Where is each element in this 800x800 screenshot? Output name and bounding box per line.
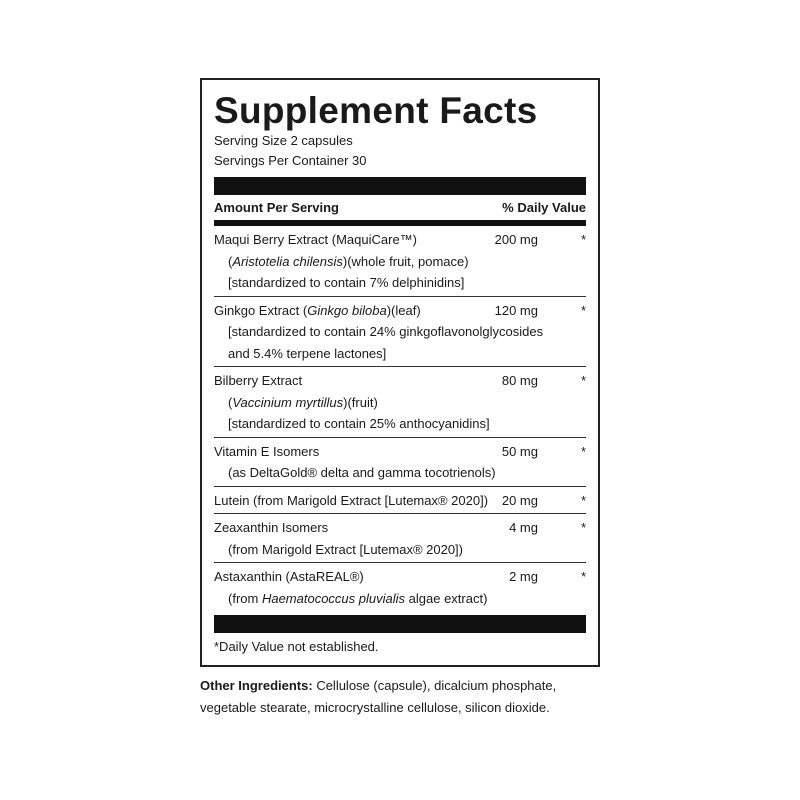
- ingredient-detail: (Aristotelia chilensis)(whole fruit, pom…: [214, 251, 586, 273]
- text-segment: )(leaf): [386, 302, 421, 318]
- text-segment: Ginkgo Extract (: [214, 302, 308, 318]
- ingredient-row: Zeaxanthin Isomers 4 mg * (from Marigold Ex…: [214, 514, 586, 563]
- other-ingredients-label: Other Ingredients:: [200, 678, 313, 693]
- header: Amount Per Serving % Daily Value: [214, 195, 586, 220]
- amount: 4 mg: [509, 520, 538, 535]
- amount: 200 mg: [494, 232, 538, 247]
- other-ingredients-line: vegetable stearate, microcrystalline cel…: [200, 700, 550, 715]
- text-segment: Lutein (from Marigold Extract [Lutemax® …: [214, 492, 489, 508]
- text-segment: algae extract): [405, 590, 488, 606]
- medium-bar: [214, 220, 586, 226]
- text-segment: (as DeltaGold® delta and gamma tocotrien…: [228, 465, 496, 480]
- ingredient-row: Astaxanthin (AstaREAL®) 2 mg * (from Haemat…: [214, 563, 586, 611]
- text-segment: and 5.4% terpene lactones]: [228, 345, 387, 361]
- ingredient-detail: (as DeltaGold® delta and gamma tocotrien…: [214, 462, 586, 484]
- daily-value: *: [580, 443, 586, 459]
- serving-size: Serving Size 2 capsules: [214, 133, 353, 148]
- text-segment: Zeaxanthin Isomers: [214, 520, 329, 535]
- daily-value-header: % Daily Value: [502, 200, 586, 215]
- ingredient-name: Astaxanthin (AstaREAL®): [214, 566, 586, 588]
- ingredient-name: Lutein (from Marigold Extract [Lutemax® …: [214, 490, 586, 512]
- other-ingredients-text: Cellulose (capsule), dicalcium phosphate…: [316, 678, 557, 693]
- italic-segment: Haematococcus pluvialis: [261, 590, 406, 606]
- daily-value: *: [580, 232, 586, 247]
- text-segment: [standardized to contain 25% anthocyanid…: [228, 416, 490, 431]
- daily-value: *: [580, 492, 586, 508]
- ingredient-name: Bilberry Extract: [214, 370, 586, 392]
- ingredient-row: Ginkgo Extract (Ginkgo biloba)(leaf) 120 …: [214, 297, 586, 367]
- ingredient-detail: (from Haematococcus pluvialis algae extr…: [214, 588, 586, 610]
- ingredient-detail: (from Marigold Extract [Lutemax® 2020]): [214, 539, 586, 561]
- ingredient-name: Vitamin E Isomers: [214, 441, 586, 463]
- ingredient-detail: [standardized to contain 25% anthocyanid…: [214, 413, 586, 435]
- title: Supplement Facts: [214, 90, 538, 131]
- text-segment: Vitamin E Isomers: [214, 443, 320, 459]
- text-segment: [standardized to contain 24% ginkgoflavo…: [228, 324, 544, 339]
- text-segment: Maqui Berry Extract (MaquiCare™): [214, 232, 417, 247]
- amount: 50 mg: [501, 443, 538, 459]
- daily-value: *: [580, 569, 586, 584]
- amount: 80 mg: [501, 373, 538, 388]
- ingredient-name: Zeaxanthin Isomers: [214, 517, 586, 539]
- ingredient-name: Maqui Berry Extract (MaquiCare™): [214, 229, 586, 251]
- ingredient-row: Lutein (from Marigold Extract [Lutemax® …: [214, 487, 586, 514]
- facts-panel: Supplement Facts Serving Size 2 capsules…: [200, 78, 600, 667]
- footnote: *Daily Value not established.: [214, 639, 379, 654]
- italic-segment: Aristotelia chilensis: [232, 253, 343, 269]
- italic-segment: Vaccinium myrtillus: [232, 394, 344, 410]
- italic-segment: Ginkgo biloba: [307, 302, 387, 318]
- text-segment: (from Marigold Extract [Lutemax® 2020]): [228, 541, 463, 557]
- amount: 2 mg: [509, 569, 538, 584]
- amount-header: Amount Per Serving: [214, 200, 339, 215]
- thick-bar: [214, 615, 586, 633]
- ingredient-row: Maqui Berry Extract (MaquiCare™) 200 mg * (…: [214, 226, 586, 297]
- daily-value: *: [580, 302, 586, 318]
- thick-bar: [214, 177, 586, 195]
- amount: 120 mg: [494, 302, 538, 318]
- daily-value: *: [580, 373, 586, 388]
- text-segment: (: [228, 394, 233, 410]
- daily-value: *: [580, 520, 586, 535]
- text-segment: (from: [228, 590, 262, 606]
- other-ingredients: Other Ingredients: Cellulose (capsule), …: [200, 675, 556, 719]
- rows: Maqui Berry Extract (MaquiCare™) 200 mg * (…: [214, 226, 586, 611]
- servings-per-container: Servings Per Container 30: [214, 153, 367, 168]
- ingredient-name: Ginkgo Extract (Ginkgo biloba)(leaf): [214, 300, 586, 322]
- ingredient-row: Vitamin E Isomers 50 mg * (as DeltaGold® de…: [214, 438, 586, 487]
- amount: 20 mg: [501, 492, 538, 508]
- ingredient-detail: and 5.4% terpene lactones]: [214, 343, 586, 365]
- ingredient-detail: [standardized to contain 24% ginkgoflavo…: [214, 321, 586, 343]
- text-segment: [standardized to contain 7% delphinidins…: [228, 275, 465, 290]
- text-segment: )(whole fruit, pomace): [342, 253, 469, 269]
- ingredient-row: Bilberry Extract 80 mg * (Vaccinium myrtill…: [214, 367, 586, 438]
- ingredient-detail: (Vaccinium myrtillus)(fruit): [214, 392, 586, 414]
- text-segment: Astaxanthin (AstaREAL®): [214, 569, 364, 584]
- text-segment: )(fruit): [343, 394, 378, 410]
- other-ingredients-line: Other Ingredients: Cellulose (capsule), …: [200, 675, 556, 697]
- text-segment: (: [228, 253, 233, 269]
- ingredient-detail: [standardized to contain 7% delphinidins…: [214, 272, 586, 294]
- text-segment: Bilberry Extract: [214, 373, 303, 388]
